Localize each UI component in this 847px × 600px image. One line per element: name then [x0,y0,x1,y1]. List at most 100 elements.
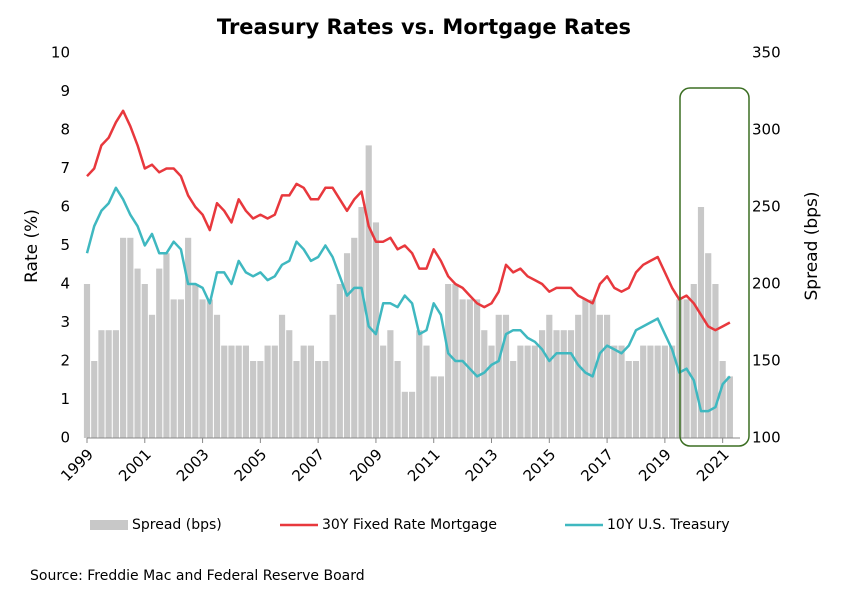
chart-title: Treasury Rates vs. Mortgage Rates [217,15,631,39]
spread-bar [611,345,618,438]
spread-bar [177,299,184,438]
series-line [85,186,731,413]
spread-bar [228,345,235,438]
spread-bar [278,314,286,438]
legend-swatch [90,520,128,530]
spread-bar [98,330,105,438]
y-tick-label: 1 [60,390,70,408]
spread-bar [293,361,300,438]
x-tick-label: 2007 [288,445,328,485]
spread-bar [336,284,343,438]
spread-bar [625,361,632,438]
highlight-box [679,87,750,447]
spread-bar [134,268,141,438]
y-tick-label: 7 [60,159,70,177]
spread-bar [459,299,466,438]
spread-bar [365,145,372,438]
spread-bar [127,237,134,438]
x-tick-label: 2013 [462,445,502,485]
spread-bar [264,345,271,438]
spread-bar [697,207,705,438]
x-tick-label: 2009 [346,445,386,485]
y2-tick-label: 250 [752,198,781,216]
y-tick-label: 3 [60,313,70,331]
spread-bar [163,253,170,438]
spread-bar [719,361,726,438]
spread-bar [358,207,365,438]
spread-bar [495,314,502,438]
spread-bar [307,345,315,438]
spread-bar [596,314,603,438]
spread-bar [712,284,719,438]
spread-bar [394,361,401,438]
spread-bar [257,361,264,438]
spread-bar [669,345,676,438]
spread-bar [437,376,445,438]
spread-bar [351,237,358,438]
series-line [86,109,731,332]
spread-bar [481,330,488,438]
spread-bar [206,299,213,438]
spread-bar [416,330,423,438]
spread-bar [604,314,611,438]
spread-bar [329,314,336,438]
spread-bar [250,361,257,438]
spread-bar [705,253,712,438]
spread-bar [553,330,560,438]
spread-bar [242,345,249,438]
spread-bar [105,330,112,438]
spread-bar [315,361,322,438]
spread-bar [510,361,517,438]
spread-bar [589,299,596,438]
spread-bar [445,284,452,438]
spread-bar [726,376,733,438]
spread-bar [235,345,242,438]
spread-bar [546,314,553,438]
legend-label: 30Y Fixed Rate Mortgage [322,517,497,533]
spread-bar [502,314,510,438]
spread-bar [286,330,293,438]
spread-bar [91,361,98,438]
x-tick-label: 2005 [231,445,271,485]
spread-bar [199,299,206,438]
spread-bar [488,345,495,438]
y2-tick-label: 200 [752,275,781,293]
y-tick-label: 6 [60,198,70,216]
y-tick-label: 5 [60,236,70,254]
spread-bar [654,345,661,438]
spread-bar [185,237,192,438]
spread-bar [170,299,177,438]
spread-bar [473,299,481,438]
spread-bar [408,391,416,438]
legend-label: 10Y U.S. Treasury [607,517,730,533]
spread-bar [690,284,697,438]
spread-bar [531,345,538,438]
spread-bar [401,391,408,438]
spread-bar [632,361,640,438]
spread-bar [83,284,91,438]
spread-bar [380,345,387,438]
spread-bar [271,345,278,438]
spread-bar [640,345,647,438]
spread-bar [538,330,546,438]
spread-bar [567,330,575,438]
x-tick-label: 2017 [577,445,617,485]
spread-bar [300,345,307,438]
spread-bar [517,345,524,438]
y2-tick-label: 350 [752,44,781,62]
y-tick-label: 0 [60,429,70,447]
x-tick-label: 2011 [404,445,444,485]
spread-bar [141,284,148,438]
x-tick-label: 1999 [57,445,97,485]
spread-bar [156,268,163,438]
spread-bar [618,345,625,438]
spread-bar [120,237,127,438]
y2-tick-label: 100 [752,429,781,447]
spread-bar [582,299,589,438]
y-axis-label: Rate (%) [22,209,42,283]
y2-tick-label: 150 [752,352,781,370]
spread-bar [423,345,430,438]
spread-bar [524,345,531,438]
y-tick-label: 4 [60,275,70,293]
x-tick-label: 2019 [635,445,675,485]
